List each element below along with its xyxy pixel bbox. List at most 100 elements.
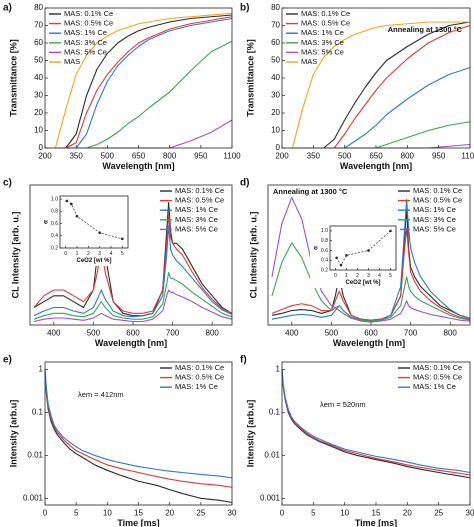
y-tick-label: 30: [34, 91, 43, 100]
legend-label: MAS: [301, 57, 317, 66]
x-tick-label: 200: [275, 151, 289, 160]
x-tick-label: 800: [206, 328, 220, 337]
x-tick-label: 15: [372, 508, 381, 517]
series-line: [33, 225, 233, 318]
series-line: [281, 369, 471, 476]
y-tick-label: 0.2: [51, 245, 58, 251]
legend-label: MAS: 0.5% Ce: [175, 373, 224, 382]
marker: [345, 254, 348, 257]
legend-label: MAS: 0.5% Ce: [413, 373, 462, 382]
legend-label: MAS: 0.1% Ce: [413, 186, 462, 195]
legend-label: MAS: 5% Ce: [175, 224, 218, 233]
y-tick-label: 0.001: [23, 493, 44, 502]
panel-label: b): [240, 3, 249, 14]
x-tick-label: 3: [367, 273, 370, 279]
legend-label: MAS: 0.1% Ce: [175, 186, 224, 195]
x-tick-label: 2: [87, 251, 90, 257]
x-tick-label: 500: [87, 328, 101, 337]
legend-label: MAS: 1% Ce: [301, 28, 344, 37]
chart-panel: 200 350 500 650 800 950 1100 0 10 20 30 40 50 60 70 80 W…: [3, 3, 241, 172]
x-tick-label: 0: [43, 508, 48, 517]
y-tick-label: 1.0: [321, 228, 328, 234]
x-tick-label: 15: [134, 508, 143, 517]
chart-panel: 200 350 500 650 800 950 1100 0 10 20 30 40 50 60 70 80 W…: [240, 3, 474, 172]
y-tick-label: 70: [34, 21, 43, 30]
x-tick-label: 800: [163, 151, 177, 160]
x-tick-label: 1: [76, 251, 79, 257]
panel-label: c): [3, 178, 12, 189]
x-tick-label: 20: [403, 508, 412, 517]
legend-label: MAS: 0.1% Ce: [413, 363, 462, 372]
x-axis-label: CeO2 [wt %]: [345, 280, 380, 286]
y-tick-label: 80: [34, 3, 43, 12]
y-tick-label: 0: [276, 143, 281, 152]
series-line: [282, 21, 470, 149]
x-tick-label: 3: [98, 251, 101, 257]
plot-frame: [329, 225, 397, 271]
marker: [75, 214, 79, 218]
legend-label: MAS: 0.1% Ce: [175, 363, 224, 372]
x-tick-label: 0: [280, 508, 285, 517]
y-tick-label: 0.1: [269, 408, 281, 417]
x-tick-label: 500: [338, 151, 352, 160]
y-tick-label: 0.01: [264, 451, 280, 460]
legend-label: MAS: 5% Ce: [64, 47, 107, 56]
legend-label: MAS: 3% Ce: [413, 215, 456, 224]
x-tick-label: 2: [356, 273, 359, 279]
x-tick-label: 4: [110, 251, 113, 257]
legend-label: MAS: 3% Ce: [301, 38, 344, 47]
y-tick-label: 20: [34, 108, 43, 117]
legend-label: MAS: 0.5% Ce: [413, 196, 462, 205]
y-tick-label: 0.2: [321, 267, 328, 273]
x-tick-label: 4: [378, 273, 381, 279]
x-tick-label: 800: [401, 151, 415, 160]
marker: [98, 231, 101, 235]
panel-label: d): [240, 178, 249, 189]
series-line: [281, 369, 471, 474]
x-tick-label: 30: [466, 508, 474, 517]
y-axis-label: Transmittance [%]: [245, 39, 255, 117]
x-tick-label: 700: [166, 328, 180, 337]
y-tick-label: 40: [271, 73, 280, 82]
x-axis-label: CeO2 [wt %]: [76, 258, 111, 264]
inset-chart: 0 1 2 3 4 5 0.2 0.4 0.6 0.8 1.0 CeO2 [wt %] α: [310, 222, 400, 288]
series-line: [45, 14, 233, 149]
x-axis-label: Wavelength [nm]: [340, 161, 412, 171]
y-tick-label: 20: [271, 108, 280, 117]
x-tick-label: 950: [432, 151, 446, 160]
y-tick-label: 0.4: [51, 233, 58, 239]
y-tick-label: 60: [34, 38, 43, 47]
chart-panel: 0 5 10 15 20 25 30 0.001 0.01 0.1 1 Time [ms] Intens…: [3, 355, 237, 527]
y-tick-label: 1.0: [51, 196, 58, 202]
x-tick-label: 5: [121, 251, 124, 257]
series-line: [44, 369, 233, 488]
chart-panel: 400 500 600 700 800 Wavelength [nm] CL Intensi…: [240, 178, 471, 348]
x-tick-label: 650: [369, 151, 383, 160]
legend-label: MAS: 5% Ce: [301, 47, 344, 56]
x-tick-label: 400: [285, 328, 299, 337]
x-tick-label: 30: [228, 508, 237, 517]
marker: [121, 237, 124, 241]
panel-label: e): [3, 355, 12, 366]
x-tick-label: 25: [196, 508, 205, 517]
y-axis-label: Transmittance [%]: [8, 39, 18, 117]
chart-panel: 0 5 10 15 20 25 30 0.001 0.01 0.1 1 Time [ms] Intens…: [240, 355, 474, 527]
x-tick-label: 350: [69, 151, 83, 160]
legend-label: MAS: 0.1% Ce: [301, 9, 350, 18]
y-axis-label: CL Intensity [arb. u.]: [248, 212, 258, 299]
legend-label: MAS: 1% Ce: [413, 205, 456, 214]
y-tick-label: 80: [271, 3, 280, 12]
x-axis-label: Wavelength [nm]: [102, 161, 174, 171]
annotation: λem = 520nm: [320, 400, 366, 409]
inset-background: [40, 192, 132, 266]
marker: [367, 249, 370, 252]
plot-frame: [267, 184, 471, 326]
x-tick-label: 800: [444, 328, 458, 337]
x-tick-label: 200: [38, 151, 52, 160]
x-tick-label: 1: [345, 273, 348, 279]
legend-label: MAS: 1% Ce: [64, 28, 107, 37]
x-tick-label: 650: [132, 151, 146, 160]
legend-label: MAS: 0.5% Ce: [175, 196, 224, 205]
annotation: Annealing at 1300 °C: [388, 25, 463, 34]
